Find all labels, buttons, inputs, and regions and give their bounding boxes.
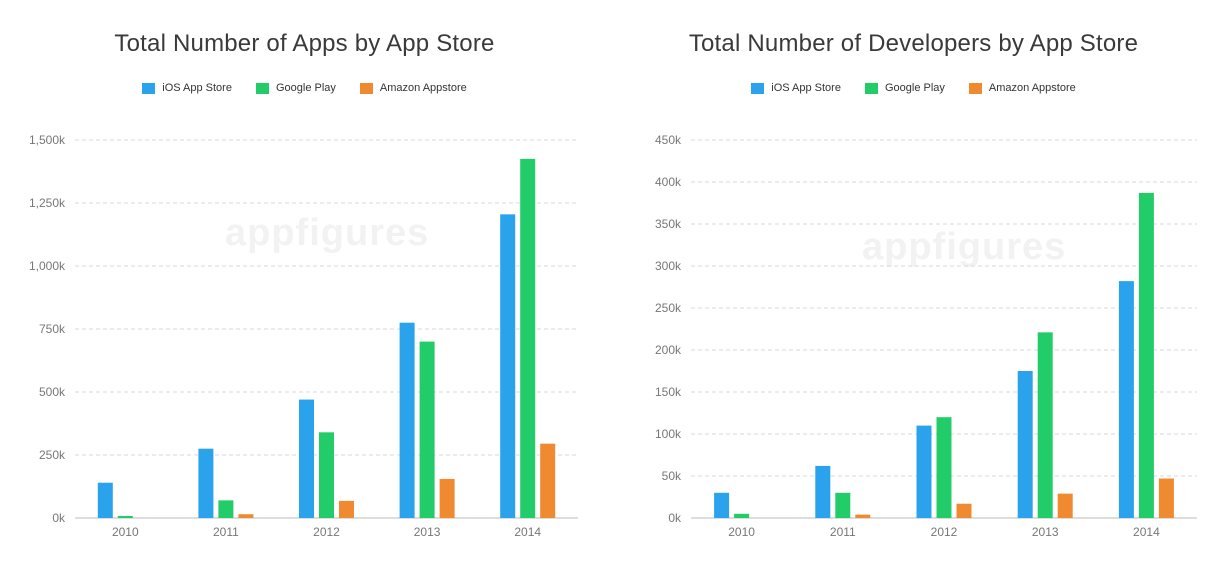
x-tick-label: 2011 xyxy=(830,525,856,539)
y-tick-label: 0k xyxy=(52,511,66,525)
x-tick-label: 2014 xyxy=(1133,525,1160,539)
y-tick-label: 250k xyxy=(39,448,66,462)
chart-plot: 0k 250k 500k 750k 1,000k 1,250k 1,500k 2010 2011… xyxy=(29,133,578,539)
bar-ios-2011 xyxy=(815,465,831,518)
bar-ios-2013 xyxy=(1017,371,1033,518)
bar-ios-2012 xyxy=(916,425,932,518)
legend-item-ios: iOS App Store xyxy=(142,82,232,94)
y-tick-label: 200k xyxy=(655,343,682,357)
chart-plot: 0k 50k 100k 150k 200k 250k 300k 350k 400k 450k 201… xyxy=(655,133,1197,539)
bar-ios-2010 xyxy=(714,492,730,518)
bar-ios-2010 xyxy=(97,482,113,518)
legend-swatch-google xyxy=(255,82,269,94)
legend-label-amazon: Amazon Appstore xyxy=(988,82,1076,94)
legend-label-google: Google Play xyxy=(275,82,336,94)
y-tick-label: 1,000k xyxy=(29,259,66,273)
y-tick-label: 1,250k xyxy=(29,196,66,210)
bar-ios-2011 xyxy=(198,448,214,518)
legend-swatch-google xyxy=(864,82,878,94)
bar-amazon-2012 xyxy=(956,503,972,518)
y-tick-label: 250k xyxy=(655,301,682,315)
y-tick-label: 150k xyxy=(655,385,682,399)
x-tick-label: 2011 xyxy=(213,525,239,539)
bar-google-2010 xyxy=(117,515,133,518)
x-tick-label: 2010 xyxy=(112,525,139,539)
legend-item-amazon: Amazon Appstore xyxy=(359,82,467,94)
legend-item-google: Google Play xyxy=(864,82,945,94)
y-tick-label: 1,500k xyxy=(29,133,66,147)
legend-label-google: Google Play xyxy=(884,82,945,94)
bar-amazon-2011 xyxy=(855,514,871,518)
bar-google-2014 xyxy=(1138,192,1154,519)
chart-legend: iOS App Store Google Play Amazon Appstor… xyxy=(609,82,1218,94)
bar-amazon-2012 xyxy=(339,500,354,518)
legend-label-ios: iOS App Store xyxy=(162,82,232,94)
x-tick-label: 2014 xyxy=(514,525,541,539)
legend-swatch-ios xyxy=(142,82,156,94)
y-tick-label: 750k xyxy=(39,322,66,336)
bar-amazon-2014 xyxy=(1158,478,1174,518)
bar-amazon-2013 xyxy=(439,478,455,518)
bar-google-2012 xyxy=(319,432,334,518)
chart-legend: iOS App Store Google Play Amazon Appstor… xyxy=(0,82,609,94)
x-tick-label: 2013 xyxy=(1032,525,1059,539)
x-tick-label: 2012 xyxy=(931,525,958,539)
bar-google-2010 xyxy=(734,513,750,518)
y-tick-label: 400k xyxy=(655,175,682,189)
bar-google-2013 xyxy=(419,341,435,518)
legend-item-google: Google Play xyxy=(255,82,336,94)
y-tick-label: 450k xyxy=(655,133,682,147)
x-tick-label: 2010 xyxy=(728,525,755,539)
legend-item-amazon: Amazon Appstore xyxy=(968,82,1076,94)
y-tick-label: 100k xyxy=(655,427,682,441)
bar-google-2011 xyxy=(835,492,851,518)
bar-google-2014 xyxy=(520,158,536,518)
bar-ios-2014 xyxy=(1118,281,1134,518)
y-tick-label: 500k xyxy=(39,385,66,399)
bar-google-2011 xyxy=(218,500,234,518)
bar-amazon-2011 xyxy=(238,514,254,518)
legend-label-ios: iOS App Store xyxy=(771,82,841,94)
legend-label-amazon: Amazon Appstore xyxy=(379,82,467,94)
bar-google-2012 xyxy=(936,417,952,518)
legend-item-ios: iOS App Store xyxy=(751,82,841,94)
y-tick-label: 0k xyxy=(668,511,682,525)
bar-google-2013 xyxy=(1037,332,1053,518)
bar-amazon-2013 xyxy=(1057,493,1073,518)
legend-swatch-amazon xyxy=(359,82,373,94)
x-tick-label: 2012 xyxy=(313,525,340,539)
bar-ios-2012 xyxy=(299,399,314,518)
x-tick-label: 2013 xyxy=(414,525,441,539)
bar-amazon-2014 xyxy=(540,443,556,518)
apps-chart-panel: Total Number of Apps by App Store iOS Ap… xyxy=(0,30,609,539)
chart-title: Total Number of Developers by App Store xyxy=(688,30,1139,57)
y-tick-label: 350k xyxy=(655,217,682,231)
y-tick-label: 300k xyxy=(655,259,682,273)
developers-chart-panel: Total Number of Developers by App Store … xyxy=(609,0,1218,578)
bar-ios-2014 xyxy=(500,214,516,518)
legend-swatch-amazon xyxy=(968,82,982,94)
bar-ios-2013 xyxy=(399,322,415,518)
legend-swatch-ios xyxy=(751,82,765,94)
y-tick-label: 50k xyxy=(662,469,682,483)
chart-title: Total Number of Apps by App Store xyxy=(114,30,495,57)
